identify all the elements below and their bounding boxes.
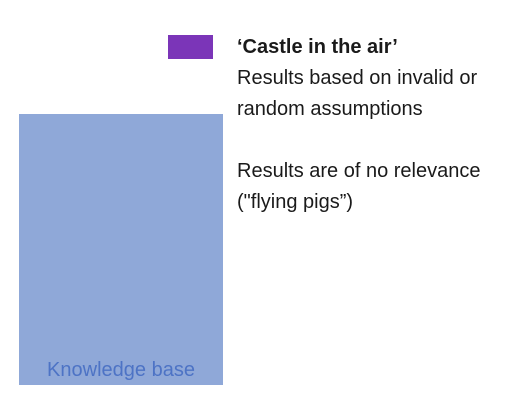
description-title: ‘Castle in the air’: [237, 36, 398, 58]
knowledge-base-label: Knowledge base: [47, 359, 195, 381]
knowledge-base-box: Knowledge base: [19, 114, 223, 385]
category-marker: [168, 35, 213, 59]
description-line-2: random assumptions: [237, 98, 423, 120]
description-line-4: ("flying pigs”): [237, 191, 354, 213]
description-block: ‘Castle in the air’ Results based on inv…: [237, 32, 502, 218]
description-line-3: Results are of no relevance: [237, 160, 481, 182]
spacer: [237, 125, 502, 156]
description-line-1: Results based on invalid or: [237, 67, 478, 89]
